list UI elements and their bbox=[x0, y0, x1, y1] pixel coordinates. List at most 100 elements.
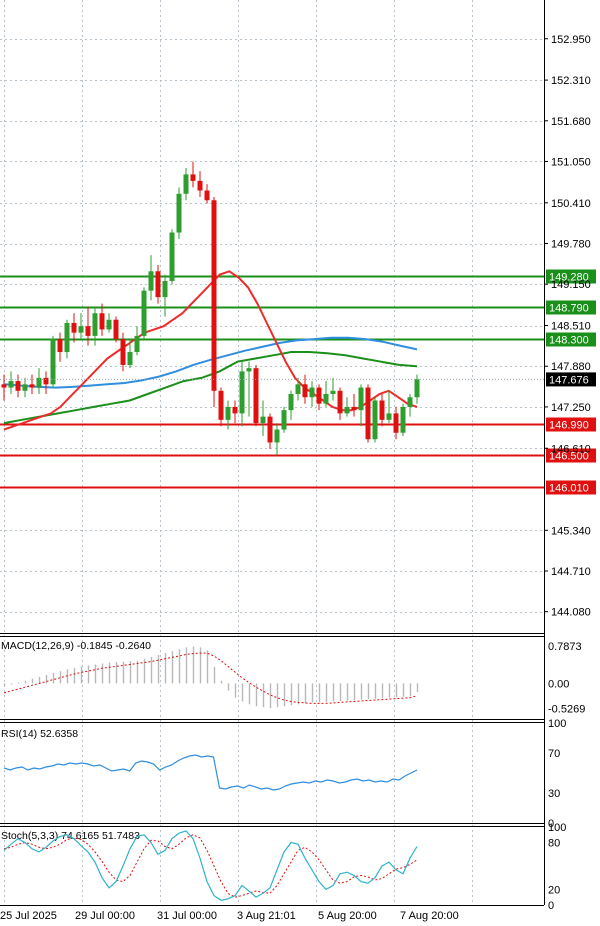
price-tick-label: 147.880 bbox=[551, 361, 591, 373]
time-tick-label: 29 Jul 00:00 bbox=[75, 910, 135, 922]
candle-body bbox=[407, 397, 413, 407]
time-tick-label: 25 Jul 2025 bbox=[0, 910, 57, 922]
time-tick-label: 7 Aug 20:00 bbox=[400, 910, 459, 922]
candle-body bbox=[78, 326, 84, 333]
candle-body bbox=[323, 394, 329, 404]
candle-body bbox=[267, 416, 273, 443]
price-tick-label: 151.050 bbox=[551, 156, 591, 168]
candle-body bbox=[379, 400, 385, 420]
candle-body bbox=[50, 339, 56, 385]
sr-levels: 149.280 148.790 148.300 146.990 146.500 146.0… bbox=[0, 269, 596, 495]
candle-body bbox=[414, 379, 420, 398]
candle-body bbox=[372, 400, 378, 440]
candlestick-series bbox=[1, 161, 420, 456]
time-tick-label: 5 Aug 20:00 bbox=[318, 910, 377, 922]
candle-body bbox=[64, 322, 70, 353]
rsi-tick-label: 100 bbox=[548, 718, 566, 730]
candle-body bbox=[71, 322, 77, 333]
candle-body bbox=[22, 384, 28, 391]
candle-body bbox=[309, 387, 315, 398]
macd-histogram bbox=[3, 646, 419, 709]
candle-body bbox=[106, 319, 112, 330]
candle-body bbox=[218, 390, 224, 420]
candle-body bbox=[148, 271, 154, 291]
price-tick-label: 145.340 bbox=[551, 525, 591, 537]
candle-body bbox=[358, 387, 364, 411]
time-tick-label: 3 Aug 21:01 bbox=[237, 910, 296, 922]
candle-body bbox=[197, 180, 203, 191]
candle-body bbox=[225, 406, 231, 420]
candle-body bbox=[337, 390, 343, 414]
stoch-tick-labels: 100 80 20 0 bbox=[548, 822, 566, 912]
rsi-tick-label: 0 bbox=[548, 818, 554, 830]
candle-body bbox=[351, 406, 357, 411]
price-tick-label: 152.950 bbox=[551, 34, 591, 46]
candle-body bbox=[36, 377, 42, 388]
candle-body bbox=[344, 406, 350, 414]
candle-body bbox=[386, 413, 392, 420]
candle-body bbox=[281, 410, 287, 430]
candle-body bbox=[330, 390, 336, 395]
current-price-label: 147.676 bbox=[549, 374, 589, 386]
candle-body bbox=[211, 200, 217, 391]
candle-body bbox=[127, 352, 133, 365]
candle-body bbox=[183, 174, 189, 194]
candle-body bbox=[43, 377, 49, 385]
candle-body bbox=[316, 387, 322, 404]
level-label: 148.300 bbox=[549, 335, 589, 347]
level-tag bbox=[546, 300, 596, 315]
stoch-tick-label: 100 bbox=[548, 822, 566, 834]
price-tick-label: 150.410 bbox=[551, 198, 591, 210]
candle-body bbox=[295, 384, 301, 395]
price-tick-label: 149.780 bbox=[551, 239, 591, 251]
level-label: 146.010 bbox=[549, 483, 589, 495]
price-tick-label: 149.150 bbox=[551, 279, 591, 291]
price-tick-label: 144.710 bbox=[551, 566, 591, 578]
candle-body bbox=[232, 406, 238, 414]
candle-body bbox=[120, 339, 126, 365]
level-tag bbox=[546, 269, 596, 284]
candle-body bbox=[113, 319, 119, 340]
candle-body bbox=[393, 413, 399, 433]
candle-body bbox=[400, 406, 406, 433]
candle-body bbox=[239, 371, 245, 414]
price-tick-label: 146.610 bbox=[551, 443, 591, 455]
rsi-label: RSI(14) 52.6358 bbox=[1, 728, 78, 740]
price-tick-label: 152.310 bbox=[551, 75, 591, 87]
candle-body bbox=[8, 381, 14, 388]
level-label: 148.790 bbox=[549, 303, 589, 315]
level-label: 146.990 bbox=[549, 420, 589, 432]
stoch-tick-label: 80 bbox=[548, 838, 560, 850]
level-tag bbox=[546, 480, 596, 495]
candle-body bbox=[141, 290, 147, 336]
candle-body bbox=[190, 174, 196, 181]
rsi-tick-labels: 100 70 30 0 bbox=[548, 718, 566, 830]
level-tag bbox=[546, 448, 596, 463]
rsi-tick-label: 70 bbox=[548, 748, 560, 760]
candle-body bbox=[288, 394, 294, 411]
candle-body bbox=[85, 326, 91, 336]
macd-tick-label: 0.00 bbox=[548, 678, 569, 690]
stoch-tick-label: 0 bbox=[548, 900, 554, 912]
candle-body bbox=[204, 190, 210, 201]
candle-body bbox=[99, 313, 105, 330]
ma-slow-line bbox=[3, 336, 418, 389]
candle-body bbox=[302, 384, 308, 398]
candle-body bbox=[274, 429, 280, 443]
price-tick-label: 148.510 bbox=[551, 321, 591, 333]
candle-body bbox=[15, 381, 21, 391]
candle-body bbox=[92, 313, 98, 336]
current-price-tag: 147.676 bbox=[546, 372, 596, 387]
candle-body bbox=[253, 368, 259, 424]
macd-tick-label: -0.5269 bbox=[548, 703, 585, 715]
rsi-line bbox=[3, 754, 418, 791]
candle-body bbox=[169, 232, 175, 281]
candle-body bbox=[176, 193, 182, 233]
level-tag bbox=[546, 332, 596, 347]
level-label: 149.280 bbox=[549, 272, 589, 284]
price-tick-label: 151.680 bbox=[551, 116, 591, 128]
candle-body bbox=[57, 339, 63, 353]
stoch-label: Stoch(5,3,3) 74.6165 51.7483 bbox=[1, 830, 140, 842]
macd-tick-labels: 0.7873 0.00 -0.5269 bbox=[548, 641, 585, 715]
